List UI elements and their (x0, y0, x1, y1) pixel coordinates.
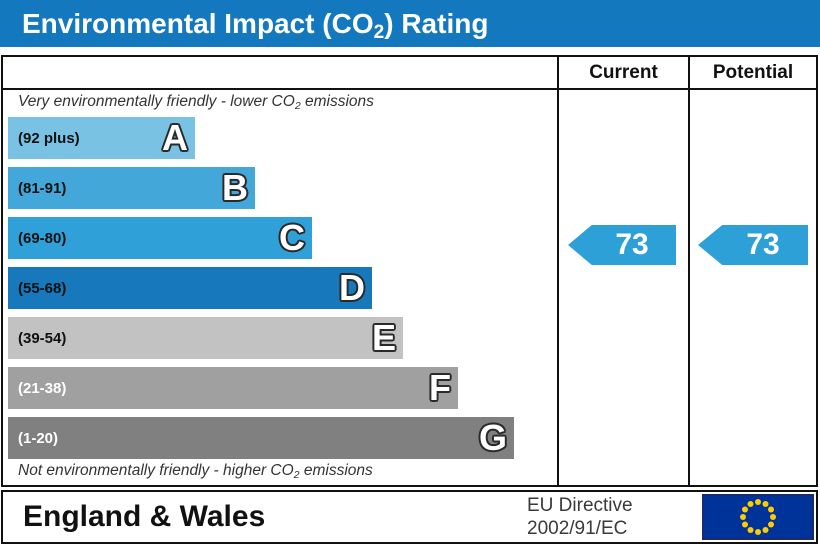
page-title: Environmental Impact (CO (22, 8, 374, 39)
band-range-label: (55-68) (18, 279, 67, 297)
band-letter: F (429, 367, 451, 408)
band-letter: A (162, 117, 188, 158)
current-rating-value: 73 (615, 228, 649, 261)
title-bar: Environmental Impact (CO2) Rating (0, 0, 820, 47)
eu-directive-line1: EU Directive (527, 495, 633, 516)
band-letter: D (339, 267, 365, 308)
band-letter: E (371, 317, 396, 358)
page-title-subscript: 2 (373, 21, 385, 43)
band-letter: G (478, 417, 507, 458)
header-divider-line (3, 88, 816, 90)
eu-directive-line2: 2002/91/EC (527, 518, 628, 539)
rating-band-d: (55-68) D (8, 267, 372, 309)
rating-band-e: (39-54) E (8, 317, 403, 359)
band-range-label: (81-91) (18, 179, 67, 197)
eu-flag-icon (702, 494, 814, 540)
rating-band-b: (81-91) B (8, 167, 255, 209)
band-letter: C (279, 217, 305, 258)
band-range-label: (39-54) (18, 329, 67, 347)
rating-band-f: (21-38) F (8, 367, 458, 409)
caption-top-subscript: 2 (294, 99, 301, 112)
caption-bottom-suffix: emissions (299, 462, 373, 479)
band-range-label: (1-20) (18, 429, 59, 447)
caption-bottom-text: Not environmentally friendly - higher CO (18, 462, 294, 479)
band-letter: B (222, 167, 248, 208)
caption-top: Very environmentally friendly - lower CO… (18, 93, 374, 111)
rating-band-c: (69-80) C (8, 217, 312, 259)
band-range-label: (21-38) (18, 379, 67, 397)
column-divider-potential (688, 57, 690, 485)
column-header-potential: Potential (712, 62, 794, 83)
column-divider-current (557, 57, 559, 485)
potential-rating-value: 73 (746, 228, 780, 261)
caption-bottom: Not environmentally friendly - higher CO… (18, 462, 373, 480)
potential-rating-arrow: 73 (698, 225, 808, 265)
region-label: England & Wales (23, 500, 266, 533)
eu-directive-label: EU Directive 2002/91/EC (527, 494, 695, 540)
footer-bar: England & Wales EU Directive 2002/91/EC (1, 490, 818, 544)
caption-bottom-subscript: 2 (293, 468, 300, 481)
band-range-label: (92 plus) (18, 129, 80, 147)
caption-top-text: Very environmentally friendly - lower CO (18, 93, 295, 110)
rating-band-g: (1-20) G (8, 417, 514, 459)
caption-top-suffix: emissions (300, 93, 374, 110)
band-range-label: (69-80) (18, 229, 67, 247)
column-header-current: Current (589, 62, 658, 83)
rating-band-a: (92 plus) A (8, 117, 195, 159)
page-title-suffix: ) Rating (384, 8, 489, 39)
rating-table: Current Potential Very environmentally f… (1, 55, 818, 487)
current-rating-arrow: 73 (568, 225, 676, 265)
